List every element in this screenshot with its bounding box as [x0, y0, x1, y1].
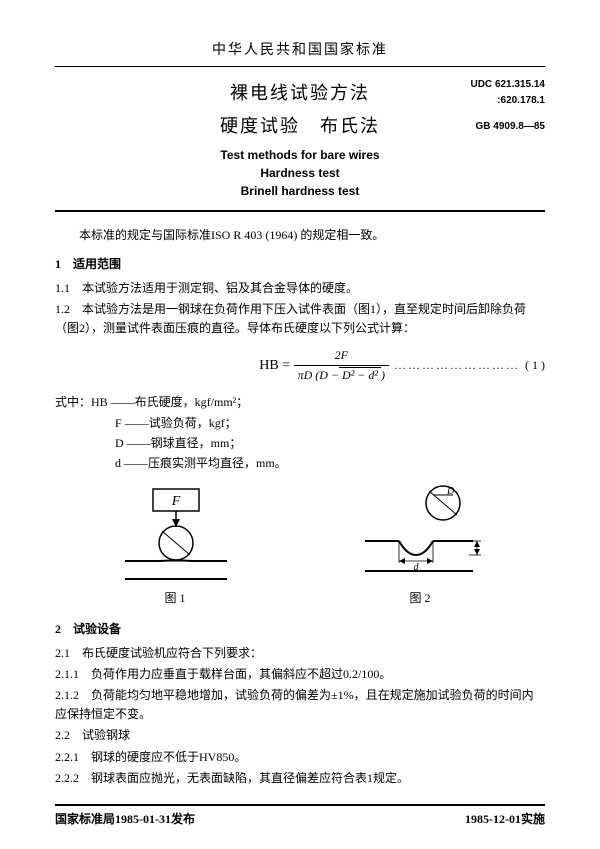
- footer: 国家标准局1985-01-31发布 1985-12-01实施: [55, 804, 545, 829]
- figures-row: F 图 1 D d: [55, 483, 545, 608]
- clause-2-1-2: 2.1.2 负荷能均匀地平稳地增加，试验负荷的偏差为±1%，且在规定施加试验负荷…: [55, 686, 545, 724]
- figure-2: D d 图 2: [355, 483, 485, 608]
- classification-codes: UDC 621.315.14 :620.178.1 GB 4909.8—85: [470, 77, 545, 135]
- title-block: UDC 621.315.14 :620.178.1 GB 4909.8—85 裸…: [55, 77, 545, 200]
- header-rule: [55, 210, 545, 212]
- issue-date: 国家标准局1985-01-31发布: [55, 810, 195, 829]
- symbol-definitions: 式中：HB ——布氏硬度，kgf/mm²； F ——试验负荷，kgf； D ——…: [55, 393, 545, 473]
- clause-2-2-1: 2.2.1 钢球的硬度应不低于HV850。: [55, 748, 545, 767]
- clause-1-1: 1.1 本试验方法适用于测定铜、铝及其合金导体的硬度。: [55, 279, 545, 298]
- clause-1-2: 1.2 本试验方法是用一钢球在负荷作用下压入试件表面（图1），直至规定时间后卸除…: [55, 300, 545, 338]
- section-1-title: 1 适用范围: [55, 255, 545, 274]
- section-2-title: 2 试验设备: [55, 620, 545, 639]
- effective-date: 1985-12-01实施: [465, 810, 545, 829]
- figure-1: F 图 1: [115, 483, 235, 608]
- title-english: Test methods for bare wires Hardness tes…: [55, 146, 545, 200]
- clause-2-1: 2.1 布氏硬度试验机应符合下列要求：: [55, 644, 545, 663]
- formula-1: HB = 2F πD (D − D² − d² ) ……………………… ( 1 …: [55, 346, 545, 385]
- svg-text:D: D: [446, 486, 455, 497]
- intro-text: 本标准的规定与国际标准ISO R 403 (1964) 的规定相一致。: [55, 226, 545, 245]
- clause-2-2: 2.2 试验钢球: [55, 726, 545, 745]
- clause-2-2-2: 2.2.2 钢球表面应抛光，无表面缺陷，其直径偏差应符合表1规定。: [55, 769, 545, 788]
- svg-text:F: F: [171, 494, 181, 509]
- country-header: 中华人民共和国国家标准: [55, 40, 545, 67]
- clause-2-1-1: 2.1.1 负荷作用力应垂直于载样台面，其偏斜应不超过0.2/100。: [55, 665, 545, 684]
